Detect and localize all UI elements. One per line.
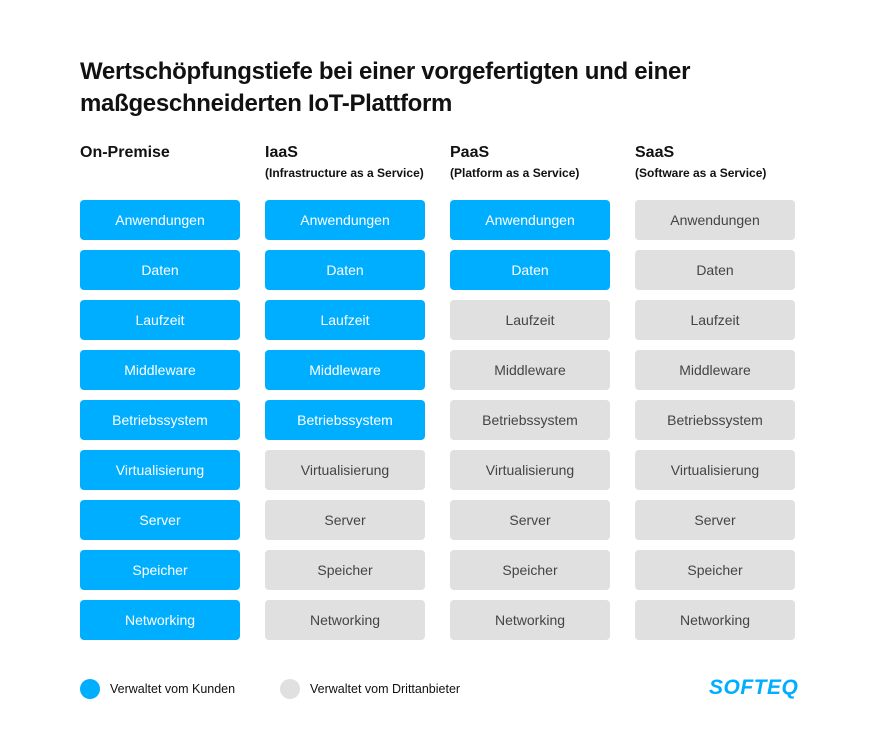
- legend-customer-dot: [80, 679, 100, 699]
- layer-box-virtualisierung: Virtualisierung: [265, 450, 425, 490]
- layer-box-middleware: Middleware: [635, 350, 795, 390]
- layer-box-daten: Daten: [450, 250, 610, 290]
- layer-box-server: Server: [635, 500, 795, 540]
- legend-customer-label: Verwaltet vom Kunden: [110, 682, 236, 696]
- column-on-premise: On-Premise: [80, 144, 250, 186]
- layer-box-betriebssystem: Betriebssystem: [265, 400, 425, 440]
- legend-third-party: Verwaltet vom Drittanbieter: [280, 679, 460, 699]
- column-subtitle: (Platform as a Service): [450, 166, 580, 180]
- layer-box-anwendungen: Anwendungen: [80, 200, 240, 240]
- column-title: IaaS: [265, 144, 298, 161]
- layer-box-laufzeit: Laufzeit: [265, 300, 425, 340]
- legend-third-party-dot: [280, 679, 300, 699]
- layer-box-virtualisierung: Virtualisierung: [450, 450, 610, 490]
- column-title: SaaS: [635, 144, 675, 161]
- softeq-logo: SOFTEQ: [709, 676, 799, 699]
- column-paas: PaaS (Platform as a Service): [450, 144, 620, 186]
- layer-box-middleware: Middleware: [450, 350, 610, 390]
- layer-box-laufzeit: Laufzeit: [635, 300, 795, 340]
- column-title: On-Premise: [80, 144, 170, 161]
- layer-box-anwendungen: Anwendungen: [265, 200, 425, 240]
- layer-box-server: Server: [80, 500, 240, 540]
- layer-box-betriebssystem: Betriebssystem: [80, 400, 240, 440]
- layer-box-networking: Networking: [450, 600, 610, 640]
- column-subtitle: (Infrastructure as a Service): [265, 166, 424, 180]
- column-iaas: IaaS (Infrastructure as a Service): [265, 144, 435, 186]
- column-subtitle: (Software as a Service): [635, 166, 767, 180]
- layer-box-speicher: Speicher: [450, 550, 610, 590]
- layer-box-networking: Networking: [80, 600, 240, 640]
- layer-box-betriebssystem: Betriebssystem: [450, 400, 610, 440]
- layer-box-laufzeit: Laufzeit: [80, 300, 240, 340]
- layer-box-speicher: Speicher: [265, 550, 425, 590]
- layer-box-daten: Daten: [80, 250, 240, 290]
- layer-box-virtualisierung: Virtualisierung: [80, 450, 240, 490]
- layer-box-laufzeit: Laufzeit: [450, 300, 610, 340]
- legend-customer: Verwaltet vom Kunden: [80, 679, 235, 699]
- layer-box-speicher: Speicher: [80, 550, 240, 590]
- layer-box-middleware: Middleware: [80, 350, 240, 390]
- layer-box-virtualisierung: Virtualisierung: [635, 450, 795, 490]
- layer-box-middleware: Middleware: [265, 350, 425, 390]
- column-subtitle: [80, 166, 250, 186]
- layer-box-daten: Daten: [265, 250, 425, 290]
- layer-box-betriebssystem: Betriebssystem: [635, 400, 795, 440]
- column-title: PaaS: [450, 144, 490, 161]
- layer-box-anwendungen: Anwendungen: [635, 200, 795, 240]
- legend-third-party-label: Verwaltet vom Drittanbieter: [310, 682, 461, 696]
- layer-box-speicher: Speicher: [635, 550, 795, 590]
- column-saas: SaaS (Software as a Service): [635, 144, 805, 186]
- layer-box-networking: Networking: [265, 600, 425, 640]
- layer-box-anwendungen: Anwendungen: [450, 200, 610, 240]
- diagram-title: Wertschöpfungstiefe bei einer vorgeferti…: [80, 58, 691, 117]
- layer-box-daten: Daten: [635, 250, 795, 290]
- layer-box-server: Server: [450, 500, 610, 540]
- layer-box-networking: Networking: [635, 600, 795, 640]
- layer-box-server: Server: [265, 500, 425, 540]
